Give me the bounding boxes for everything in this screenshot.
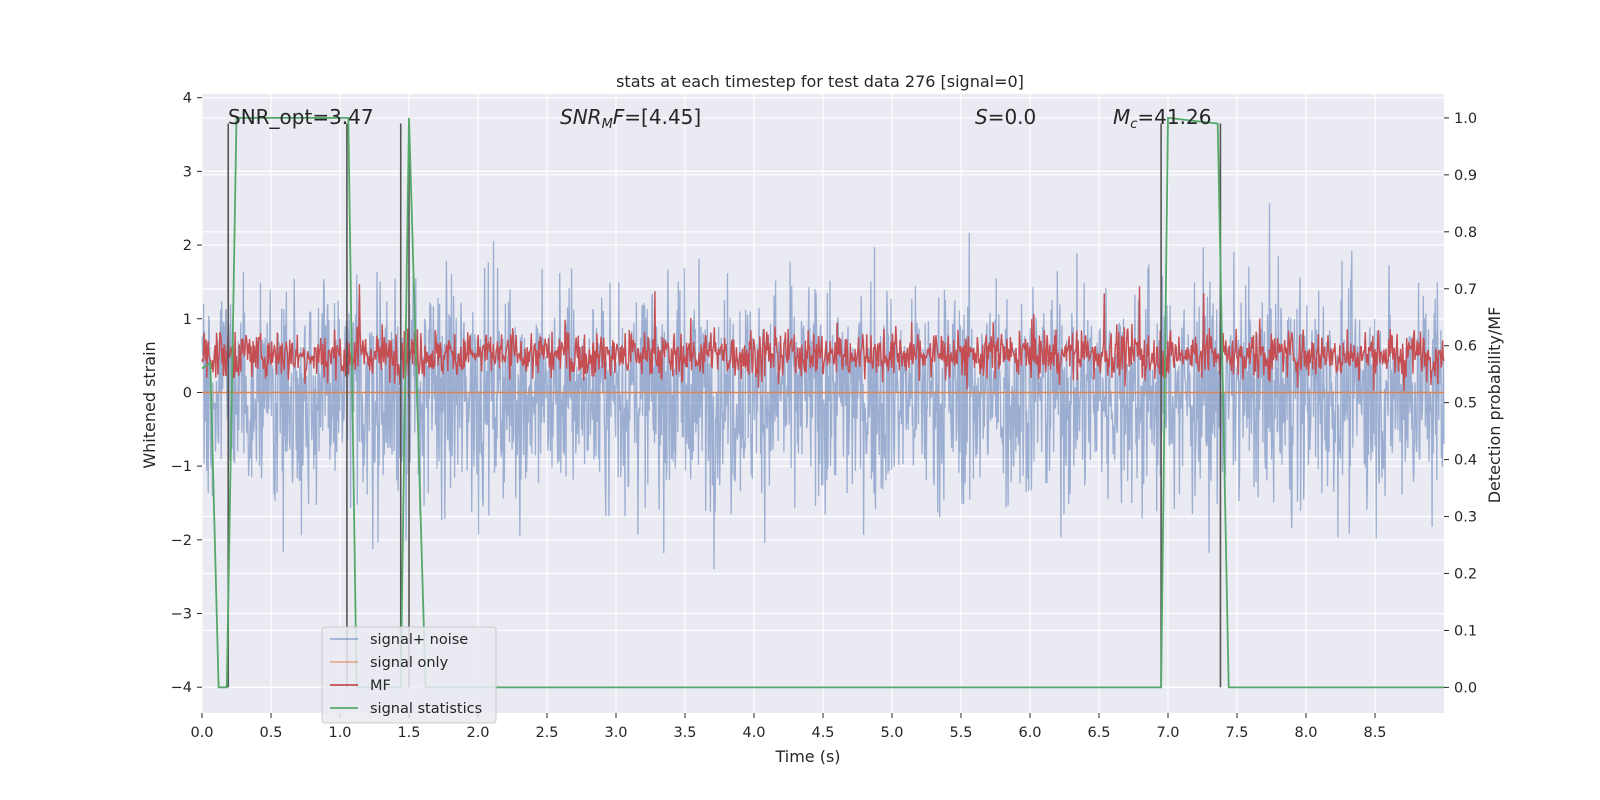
- y-tick-label-8: 4: [183, 91, 192, 107]
- x-tick-label-1: 0.5: [259, 725, 282, 741]
- annotation-mc-main: M: [1113, 105, 1130, 129]
- x-tick-label-6: 3.0: [604, 725, 627, 741]
- x-tick-label-0: 0.0: [190, 725, 213, 741]
- x-tick-label-2: 1.0: [328, 725, 351, 741]
- yr-tick-label-1: 0.1: [1454, 623, 1477, 639]
- annotation-snr-mf-main: SNR: [560, 105, 602, 129]
- y-axis-ticks: −4 −3 −2 −1 0 1 2 3 4: [171, 91, 202, 696]
- x-tick-label-8: 4.0: [742, 725, 765, 741]
- x-tick-label-5: 2.5: [535, 725, 558, 741]
- y-tick-label-4: 0: [183, 385, 192, 401]
- y-axis-right-label: Detection probability/MF: [1485, 307, 1504, 504]
- detection-vlines: [227, 123, 1222, 688]
- x-tick-label-16: 8.0: [1294, 725, 1317, 741]
- yr-tick-label-7: 0.7: [1454, 282, 1477, 298]
- x-tick-label-3: 1.5: [397, 725, 420, 741]
- x-tick-label-7: 3.5: [673, 725, 696, 741]
- legend-label-signal-noise: signal+ noise: [370, 632, 468, 648]
- annotation-snr-mf: SNRMF=[4.45]: [560, 105, 701, 132]
- yr-tick-label-0: 0.0: [1454, 680, 1477, 696]
- annotation-snr-opt: SNR_opt=3.47: [228, 105, 374, 129]
- annotation-snr-mf-tail: F: [613, 105, 625, 129]
- yr-tick-label-10: 1.0: [1454, 111, 1477, 127]
- yr-tick-label-3: 0.3: [1454, 510, 1477, 526]
- x-tick-label-9: 4.5: [811, 725, 834, 741]
- legend-label-signal-only: signal only: [370, 655, 449, 671]
- x-tick-label-10: 5.0: [880, 725, 903, 741]
- x-tick-label-12: 6.0: [1018, 725, 1041, 741]
- legend-label-mf: MF: [370, 678, 391, 694]
- x-tick-label-11: 5.5: [949, 725, 972, 741]
- annotation-snr-mf-sub: M: [602, 117, 613, 132]
- annotation-mc-sub: c: [1130, 117, 1137, 132]
- x-axis-ticks: 0.0 0.5 1.0 1.5 2.0 2.5 3.0 3.5 4.0 4.5 5.0 5.5 6.0 6…: [190, 713, 1387, 741]
- y-tick-label-0: −4: [171, 680, 192, 696]
- annotation-mc: Mc=41.26: [1113, 105, 1211, 132]
- y-tick-label-6: 2: [183, 238, 192, 254]
- annotation-snr-mf-value: =[4.45]: [624, 105, 701, 129]
- legend-frame: [321, 626, 497, 724]
- annotation-s-value: =0.0: [988, 105, 1037, 129]
- annotation-s: S=0.0: [975, 105, 1036, 129]
- chart-title: stats at each timestep for test data 276…: [616, 72, 1024, 91]
- y-tick-label-7: 3: [183, 164, 192, 180]
- y-tick-label-3: −1: [171, 459, 192, 475]
- x-tick-label-14: 7.0: [1156, 725, 1179, 741]
- x-tick-label-4: 2.0: [466, 725, 489, 741]
- y-tick-label-1: −3: [171, 607, 192, 623]
- annotation-s-main: S: [975, 105, 988, 129]
- yr-tick-label-9: 0.9: [1454, 168, 1477, 184]
- y-axis-label: Whitened strain: [140, 341, 159, 468]
- yr-tick-label-2: 0.2: [1454, 566, 1477, 582]
- y-tick-label-5: 1: [183, 312, 192, 328]
- yr-tick-label-4: 0.4: [1454, 453, 1477, 469]
- annotation-mc-value: =41.26: [1137, 105, 1211, 129]
- x-tick-label-13: 6.5: [1087, 725, 1110, 741]
- y-axis-right-ticks: 0.0 0.1 0.2 0.3 0.4 0.5 0.6 0.7 0.8 0.9 1.0: [1444, 111, 1477, 696]
- yr-tick-label-6: 0.6: [1454, 339, 1477, 355]
- legend: signal+ noise signal only MF signal stat…: [321, 626, 497, 724]
- y-tick-label-2: −2: [171, 533, 192, 549]
- x-tick-label-15: 7.5: [1225, 725, 1248, 741]
- yr-tick-label-8: 0.8: [1454, 225, 1477, 241]
- x-tick-label-17: 8.5: [1363, 725, 1386, 741]
- yr-tick-label-5: 0.5: [1454, 396, 1477, 412]
- legend-label-signal-statistics: signal statistics: [370, 701, 482, 717]
- x-axis-label: Time (s): [774, 747, 840, 766]
